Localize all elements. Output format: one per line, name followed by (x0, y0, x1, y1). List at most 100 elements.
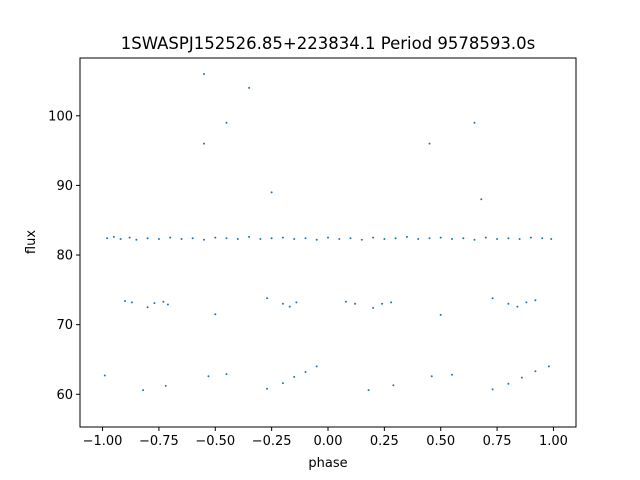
data-point (507, 302, 510, 305)
data-point (146, 237, 149, 240)
data-point (315, 238, 318, 241)
y-tick-label: 100 (48, 109, 73, 124)
data-point (225, 121, 228, 124)
data-point (525, 301, 528, 304)
data-point (428, 237, 431, 240)
data-point (367, 389, 370, 392)
x-tick-label: 0.25 (370, 434, 399, 449)
data-point (266, 387, 269, 390)
y-tick-label: 70 (56, 318, 73, 333)
data-point (417, 238, 420, 240)
data-point (164, 384, 167, 387)
x-tick-label: 1.00 (539, 434, 568, 449)
data-point (162, 300, 165, 303)
data-point (293, 375, 296, 378)
data-point (315, 365, 318, 368)
data-point (180, 238, 183, 240)
data-point (491, 297, 494, 300)
x-tick-label: −0.75 (139, 434, 179, 449)
x-tick-label: −1.00 (83, 434, 123, 449)
data-point (507, 382, 510, 385)
data-point (203, 238, 205, 241)
data-point (372, 306, 375, 309)
data-point (293, 238, 296, 240)
data-point (451, 373, 453, 376)
data-point (518, 238, 521, 240)
data-point (281, 236, 284, 239)
data-point (153, 302, 156, 305)
data-point (550, 238, 553, 240)
data-point (428, 142, 431, 145)
data-point (451, 238, 453, 240)
data-point (248, 235, 251, 238)
data-point (304, 371, 307, 373)
plot-frame (79, 57, 577, 428)
data-point (354, 302, 357, 305)
data-point (392, 384, 395, 387)
data-point (270, 191, 273, 194)
data-point (439, 236, 442, 239)
data-point (214, 313, 217, 316)
x-tick-label: −0.50 (195, 434, 235, 449)
data-point (270, 237, 273, 240)
data-point (338, 238, 341, 240)
data-point (128, 236, 131, 239)
data-point (124, 300, 127, 302)
data-point (248, 86, 251, 89)
x-tick-label: 0.00 (314, 434, 343, 449)
data-point (112, 235, 115, 238)
data-point (281, 382, 284, 385)
data-point (520, 376, 523, 379)
data-point (146, 306, 149, 309)
data-point (405, 235, 408, 238)
x-tick-label: −0.25 (252, 434, 292, 449)
data-point (462, 237, 465, 240)
data-point (135, 238, 138, 241)
data-point (142, 389, 145, 392)
data-point (169, 236, 172, 239)
y-tick-label: 80 (56, 249, 73, 264)
data-point (214, 236, 217, 239)
y-axis-label: flux (24, 230, 39, 254)
data-point (383, 238, 386, 240)
data-point (394, 237, 397, 240)
data-point (288, 305, 291, 308)
y-tick-label: 60 (56, 388, 73, 403)
data-point (225, 237, 228, 240)
y-axis: 60 70 80 90 100 (48, 109, 80, 403)
data-point (480, 198, 483, 201)
data-point (281, 302, 284, 305)
y-tick-label: 90 (56, 179, 73, 194)
data-point (473, 238, 476, 241)
data-point (534, 370, 537, 373)
data-point (430, 375, 433, 378)
data-point (360, 238, 363, 241)
data-point (529, 236, 532, 239)
data-point (103, 374, 106, 377)
data-point (547, 365, 550, 368)
data-point (207, 375, 210, 378)
data-point (507, 237, 510, 240)
data-point (166, 303, 169, 306)
data-point (106, 237, 109, 240)
data-point (390, 301, 393, 304)
x-tick-label: 0.50 (426, 434, 455, 449)
data-point (203, 73, 205, 75)
data-point (225, 373, 228, 376)
data-point (119, 238, 122, 240)
data-point (372, 236, 375, 239)
data-point (516, 305, 519, 308)
data-point (496, 238, 499, 240)
scatter-points (103, 73, 553, 392)
data-point (349, 237, 352, 240)
data-point (130, 301, 133, 304)
data-point (491, 388, 494, 391)
data-point (304, 237, 307, 240)
data-point (345, 300, 347, 303)
data-point (295, 301, 298, 304)
data-point (534, 299, 537, 302)
x-axis-label: phase (308, 456, 347, 471)
x-axis: −1.00 −0.75 −0.50 −0.25 0.00 0.25 0.50 0.75 1.00 (83, 427, 568, 449)
data-point (473, 121, 476, 124)
